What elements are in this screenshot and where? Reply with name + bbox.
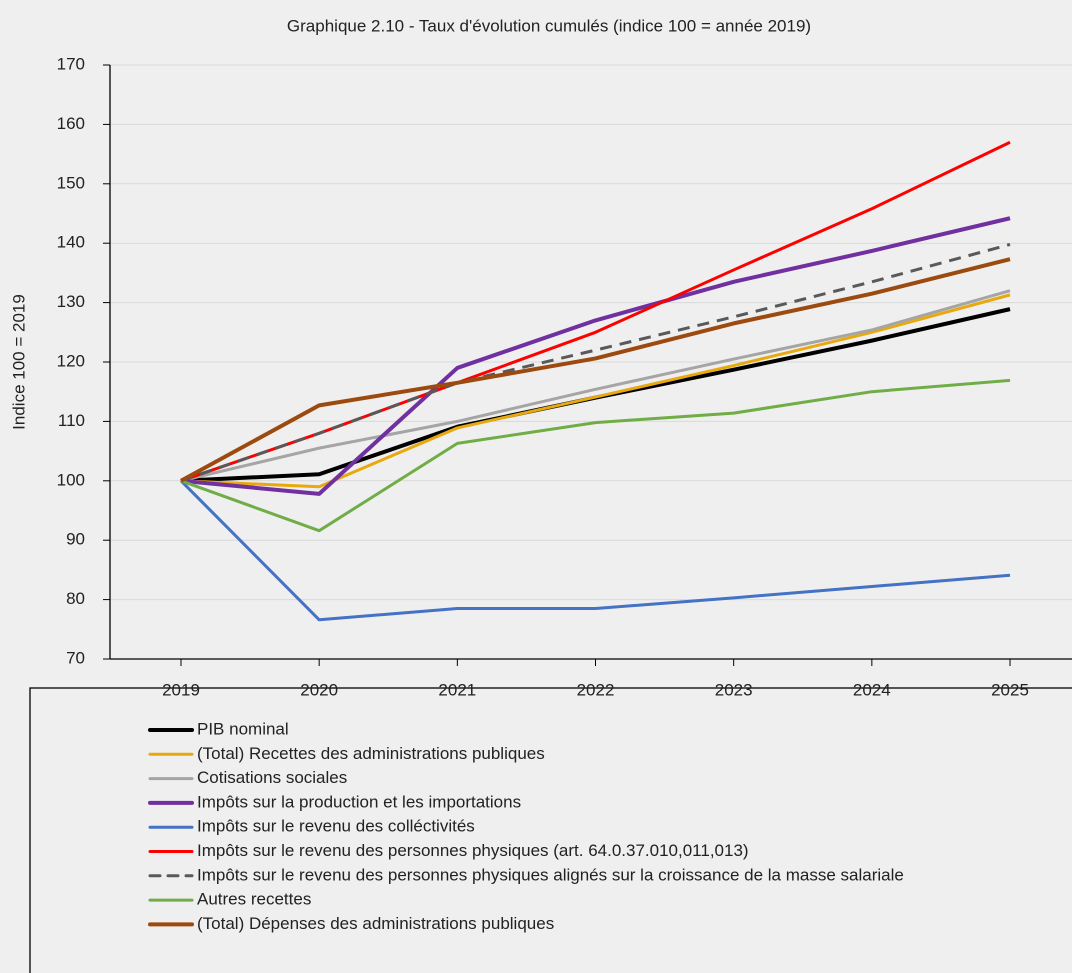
legend-label: Impôts sur le revenu des colléctivités (197, 817, 475, 836)
y-tick-label: 160 (57, 114, 85, 133)
y-tick-label: 170 (57, 54, 85, 73)
x-tick-label: 2021 (438, 680, 476, 699)
series-line (179, 479, 1011, 622)
legend-label: (Total) Dépenses des administrations pub… (197, 914, 554, 933)
y-tick-label: 70 (66, 648, 85, 667)
x-tick-label: 2022 (577, 680, 615, 699)
legend-label: Autres recettes (197, 890, 311, 909)
y-tick-label: 90 (66, 530, 85, 549)
x-tick-label: 2019 (162, 680, 200, 699)
series-line (180, 293, 1011, 489)
series-line (180, 307, 1011, 483)
series-line (180, 140, 1011, 483)
legend-label: (Total) Recettes des administrations pub… (197, 744, 545, 763)
y-tick-label: 140 (57, 233, 85, 252)
series-line (180, 257, 1011, 483)
y-tick-label: 80 (66, 589, 85, 608)
y-tick-label: 110 (58, 411, 85, 430)
legend-label: PIB nominal (197, 719, 289, 738)
legend-label: Impôts sur le revenu des personnes physi… (197, 865, 904, 884)
legend-label: Impôts sur le revenu des personnes physi… (197, 841, 749, 860)
series-line (180, 289, 1011, 483)
y-tick-label: 100 (57, 470, 85, 489)
y-tick-label: 120 (57, 351, 85, 370)
x-tick-label: 2024 (853, 680, 891, 699)
y-axis-label: Indice 100 = 2019 (9, 294, 28, 430)
x-tick-label: 2025 (991, 680, 1029, 699)
series-line (180, 242, 1011, 483)
chart-title: Graphique 2.10 - Taux d'évolution cumulé… (287, 16, 811, 35)
x-tick-label: 2020 (300, 680, 338, 699)
y-tick-label: 150 (57, 173, 85, 192)
legend-label: Impôts sur la production et les importat… (197, 792, 521, 811)
series-line (180, 216, 1011, 496)
x-tick-label: 2023 (715, 680, 753, 699)
y-tick-label: 130 (57, 292, 85, 311)
legend-box (29, 687, 1072, 973)
legend-label: Cotisations sociales (197, 768, 347, 787)
series-line (180, 378, 1011, 533)
